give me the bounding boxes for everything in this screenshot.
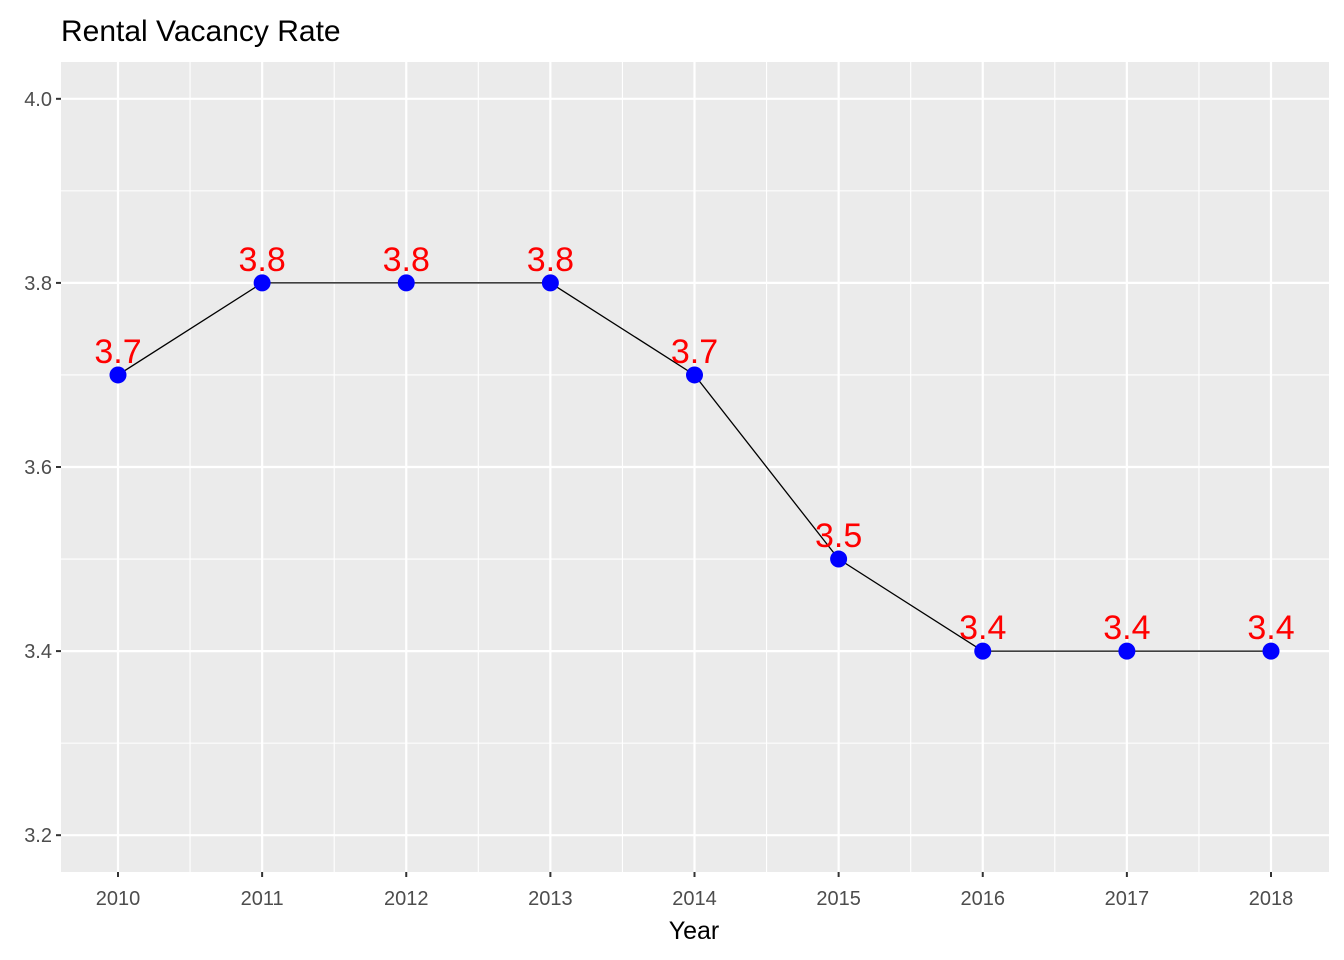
data-point <box>686 366 703 384</box>
data-label: 3.4 <box>1247 609 1294 647</box>
y-tick-label: 4.0 <box>24 89 52 111</box>
data-label: 3.8 <box>238 241 285 279</box>
data-label: 3.4 <box>959 609 1006 647</box>
data-points <box>109 274 1280 660</box>
data-label: 3.8 <box>383 241 430 279</box>
x-tick-label: 2011 <box>241 888 284 910</box>
data-point <box>1118 642 1136 660</box>
data-point <box>830 550 848 568</box>
y-tick-label: 3.4 <box>24 641 52 663</box>
data-labels: 3.7 3.8 3.8 3.8 3.7 3.5 3.4 3.4 3.4 <box>94 241 1294 647</box>
x-tick-label: 2010 <box>96 888 141 910</box>
x-tick-label: 2016 <box>961 888 1006 910</box>
x-axis: 2010 2011 2012 2013 2014 2015 2016 2017 2018 <box>96 872 1294 910</box>
data-point <box>109 366 127 384</box>
chart-title: Rental Vacancy Rate <box>61 15 341 48</box>
data-point <box>974 642 992 660</box>
y-tick-label: 3.6 <box>24 457 52 479</box>
x-tick-label: 2015 <box>816 888 861 910</box>
y-axis: 3.2 3.4 3.6 3.8 4.0 <box>24 89 61 847</box>
x-tick-label: 2018 <box>1249 888 1294 910</box>
data-label: 3.7 <box>94 333 141 371</box>
data-point <box>541 274 559 292</box>
data-point <box>397 274 415 292</box>
data-label: 3.5 <box>815 517 862 555</box>
x-axis-title: Year <box>669 917 720 945</box>
x-tick-label: 2012 <box>384 888 429 910</box>
y-tick-label: 3.8 <box>24 273 52 295</box>
x-tick-label: 2014 <box>672 888 717 910</box>
x-tick-label: 2017 <box>1105 888 1150 910</box>
data-label: 3.4 <box>1103 609 1150 647</box>
data-label: 3.8 <box>527 241 574 279</box>
data-label: 3.7 <box>671 333 718 371</box>
x-tick-label: 2013 <box>528 888 573 910</box>
data-point <box>1262 642 1280 660</box>
y-tick-label: 3.2 <box>24 825 52 847</box>
data-point <box>253 274 271 292</box>
